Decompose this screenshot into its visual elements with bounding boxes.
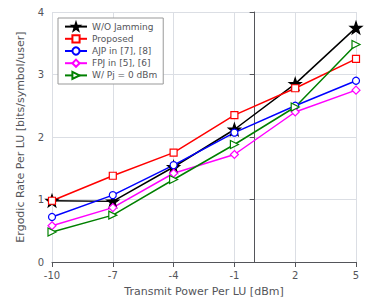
svg-text:AJP in [7], [8]: AJP in [7], [8]: [92, 46, 151, 56]
svg-text:0: 0: [38, 257, 44, 268]
svg-text:-1: -1: [229, 270, 239, 281]
svg-text:Transmit Power Per LU [dBm]: Transmit Power Per LU [dBm]: [123, 285, 283, 298]
svg-text:FPJ in [5], [6]: FPJ in [5], [6]: [92, 58, 150, 68]
svg-text:3: 3: [38, 69, 44, 80]
svg-text:W/O Jamming: W/O Jamming: [92, 22, 154, 32]
svg-text:5: 5: [353, 270, 359, 281]
svg-text:1: 1: [38, 194, 44, 205]
svg-text:W/ Pj = 0 dBm: W/ Pj = 0 dBm: [92, 70, 157, 80]
svg-text:Ergodic Rate Per LU [bits/symb: Ergodic Rate Per LU [bits/symbol/user]: [14, 31, 27, 242]
svg-text:-4: -4: [169, 270, 179, 281]
svg-text:-10: -10: [44, 270, 60, 281]
svg-text:2: 2: [38, 132, 44, 143]
svg-text:4: 4: [38, 7, 44, 18]
svg-text:Proposed: Proposed: [92, 34, 133, 44]
svg-text:2: 2: [292, 270, 298, 281]
svg-text:-7: -7: [108, 270, 118, 281]
